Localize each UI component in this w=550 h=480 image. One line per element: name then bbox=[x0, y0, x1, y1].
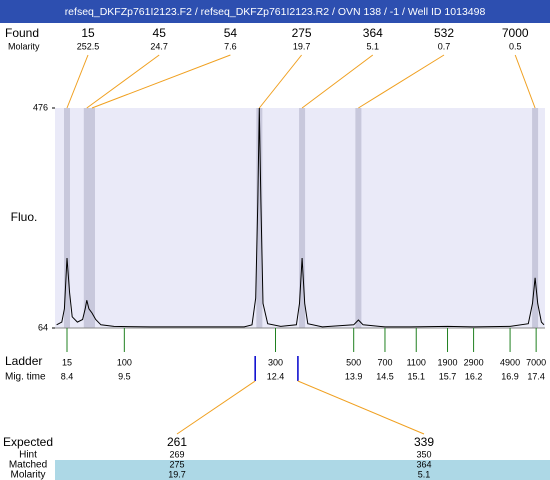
peak-connector bbox=[66, 54, 89, 109]
found-size: 532 bbox=[434, 26, 454, 40]
mig-time-label: Mig. time bbox=[5, 372, 46, 383]
molarity-row-label: Molarity bbox=[10, 470, 45, 480]
peak-band bbox=[355, 108, 362, 328]
ladder-label: Ladder bbox=[5, 354, 42, 368]
peak-band bbox=[256, 108, 263, 328]
found-molarity: 5.1 bbox=[367, 41, 380, 51]
trace bbox=[56, 107, 545, 328]
header-bar bbox=[0, 0, 550, 23]
ladder-mig-time: 16.2 bbox=[465, 371, 483, 381]
matched-size: 275 bbox=[169, 459, 184, 469]
ladder-size: 100 bbox=[117, 357, 132, 367]
peak-connector bbox=[91, 54, 231, 109]
ladder-size: 2900 bbox=[464, 357, 484, 367]
peak-connector bbox=[514, 54, 536, 109]
found-molarity: 7.6 bbox=[224, 41, 237, 51]
expected-connector bbox=[297, 380, 425, 435]
y-axis-label: Fluo. bbox=[11, 210, 38, 224]
ladder-mig-time: 17.4 bbox=[527, 371, 545, 381]
ladder-size: 500 bbox=[346, 357, 361, 367]
found-size: 15 bbox=[81, 26, 95, 40]
ladder-size: 4900 bbox=[500, 357, 520, 367]
hint-size: 269 bbox=[169, 449, 184, 459]
ladder-mig-time: 13.9 bbox=[345, 371, 363, 381]
matched-size: 364 bbox=[416, 459, 431, 469]
ladder-mig-time: 15.1 bbox=[407, 371, 425, 381]
ladder-mig-time: 8.4 bbox=[61, 371, 74, 381]
expected-size: 339 bbox=[414, 435, 434, 449]
ladder-mig-time: 15.7 bbox=[439, 371, 457, 381]
peak-connector bbox=[358, 54, 445, 109]
header-title: refseq_DKFZp761I2123.F2 / refseq_DKFZp76… bbox=[65, 6, 486, 18]
peak-band bbox=[83, 108, 90, 328]
y-tick-label: 476 bbox=[33, 102, 48, 112]
found-molarity: 252.5 bbox=[77, 41, 100, 51]
ladder-size: 300 bbox=[268, 357, 283, 367]
matched-molarity: 5.1 bbox=[418, 469, 431, 479]
found-molarity: 19.7 bbox=[293, 41, 311, 51]
ladder-mig-time: 12.4 bbox=[267, 371, 285, 381]
y-tick-label: 64 bbox=[38, 322, 48, 332]
peak-band bbox=[532, 108, 539, 328]
ladder-mig-time: 9.5 bbox=[118, 371, 131, 381]
peak-connector bbox=[301, 54, 374, 109]
ladder-mig-time: 14.5 bbox=[376, 371, 394, 381]
found-size: 7000 bbox=[502, 26, 529, 40]
ladder-size: 1100 bbox=[407, 357, 426, 367]
ladder-size: 7000 bbox=[526, 357, 546, 367]
peak-band bbox=[89, 108, 96, 328]
ladder-size: 1900 bbox=[438, 357, 458, 367]
expected-connector bbox=[176, 380, 256, 435]
peak-connector bbox=[258, 54, 302, 109]
matched-label: Matched bbox=[9, 460, 47, 471]
found-size: 364 bbox=[363, 26, 383, 40]
peak-band bbox=[63, 108, 70, 328]
peak-connector bbox=[86, 54, 160, 109]
ladder-mig-time: 16.9 bbox=[501, 371, 519, 381]
hint-size: 350 bbox=[416, 449, 431, 459]
matched-row-bg bbox=[55, 460, 550, 470]
expected-size: 261 bbox=[167, 435, 187, 449]
matched-molarity: 19.7 bbox=[168, 469, 186, 479]
found-size: 45 bbox=[153, 26, 167, 40]
found-size: 275 bbox=[292, 26, 312, 40]
found-molarity: 0.5 bbox=[509, 41, 522, 51]
peak-band bbox=[299, 108, 306, 328]
found-molarity: 24.7 bbox=[150, 41, 168, 51]
found-molarity: 0.7 bbox=[438, 41, 451, 51]
found-size: 54 bbox=[224, 26, 238, 40]
found-label: Found bbox=[5, 26, 39, 40]
ladder-size: 700 bbox=[377, 357, 392, 367]
ladder-size: 15 bbox=[62, 357, 72, 367]
hint-label: Hint bbox=[19, 450, 37, 461]
molarity-label: Molarity bbox=[8, 41, 40, 51]
expected-label: Expected bbox=[3, 435, 53, 449]
molarity-row-bg bbox=[55, 470, 550, 480]
